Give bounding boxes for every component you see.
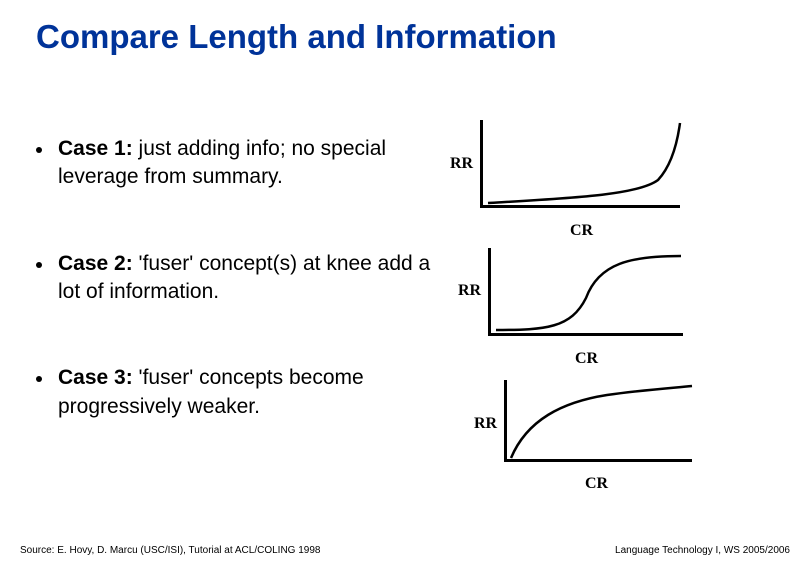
bullet-dot-icon (36, 147, 42, 153)
chart-y-label: RR (450, 155, 473, 173)
bullet-item: Case 2: 'fuser' concept(s) at knee add a… (36, 250, 436, 307)
chart-curve (491, 248, 686, 336)
chart-axes (480, 120, 680, 208)
chart-y-label: RR (474, 415, 497, 433)
case-label: Case 1: (58, 137, 133, 160)
bullet-text: Case 3: 'fuser' concepts become progress… (58, 364, 436, 421)
chart-x-label: CR (570, 222, 593, 240)
chart-axes (488, 248, 683, 336)
bullet-text: Case 1: just adding info; no special lev… (58, 135, 436, 192)
chart-axes (504, 380, 692, 462)
chart-curve (483, 120, 683, 208)
chart-x-label: CR (585, 475, 608, 493)
footer-right: Language Technology I, WS 2005/2006 (615, 545, 790, 556)
bullet-list: Case 1: just adding info; no special lev… (36, 135, 436, 479)
bullet-dot-icon (36, 262, 42, 268)
bullet-item: Case 1: just adding info; no special lev… (36, 135, 436, 192)
case-label: Case 3: (58, 366, 133, 389)
source-citation: Source: E. Hovy, D. Marcu (USC/ISI), Tut… (20, 545, 320, 556)
slide-title: Compare Length and Information (36, 18, 557, 56)
bullet-item: Case 3: 'fuser' concepts become progress… (36, 364, 436, 421)
chart-x-label: CR (575, 350, 598, 368)
chart-y-label: RR (458, 282, 481, 300)
bullet-dot-icon (36, 376, 42, 382)
bullet-text: Case 2: 'fuser' concept(s) at knee add a… (58, 250, 436, 307)
chart-curve (507, 380, 695, 462)
case-label: Case 2: (58, 252, 133, 275)
